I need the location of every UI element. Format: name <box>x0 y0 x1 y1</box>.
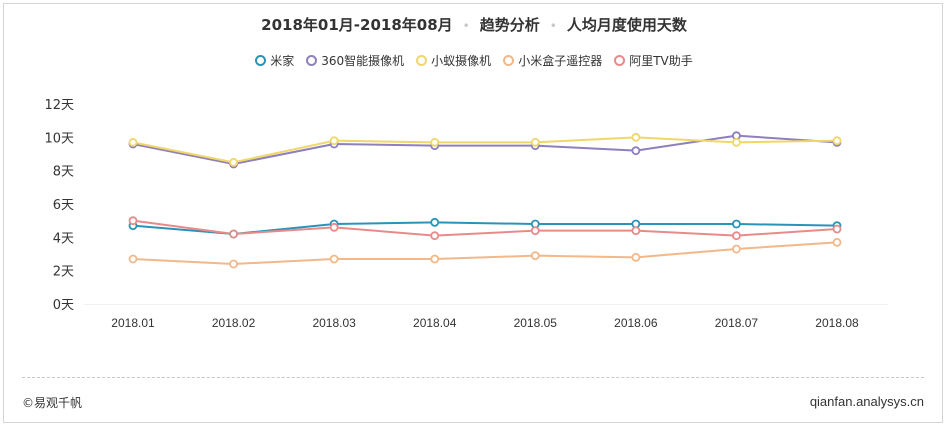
series-lines <box>132 134 838 265</box>
series-line-3 <box>132 241 838 265</box>
data-point-0-3[interactable] <box>430 217 440 227</box>
footer-copyright: ©易观千帆 <box>22 396 83 410</box>
title-date-range: 2018年01月-2018年08月 <box>261 16 453 34</box>
x-tick-label: 2018.03 <box>312 316 356 330</box>
legend-label: 阿里TV助手 <box>629 54 693 68</box>
x-tick-label: 2018.05 <box>514 316 558 330</box>
data-point-1-5[interactable] <box>631 146 641 156</box>
legend-marker-icon <box>306 55 318 66</box>
legend-item-0[interactable]: 米家 <box>255 52 294 69</box>
legend-label: 米家 <box>270 54 295 68</box>
data-point-4-4[interactable] <box>530 226 540 236</box>
legend-item-4[interactable]: 阿里TV助手 <box>614 52 693 69</box>
data-point-4-1[interactable] <box>229 229 238 239</box>
data-point-4-2[interactable] <box>329 222 339 232</box>
x-tick-label: 2018.04 <box>413 316 457 330</box>
data-point-3-4[interactable] <box>530 251 540 261</box>
legend-label: 小蚁摄像机 <box>431 54 492 68</box>
data-point-2-7[interactable] <box>832 136 842 146</box>
series-line-4 <box>132 219 838 237</box>
legend-item-2[interactable]: 小蚁摄像机 <box>416 52 491 69</box>
legend-marker-icon <box>614 55 626 66</box>
title-analysis: 趋势分析 <box>479 16 540 34</box>
legend-item-3[interactable]: 小米盒子遥控器 <box>503 52 602 69</box>
series-line-1 <box>132 134 838 165</box>
y-tick-label: 12天 <box>44 98 74 113</box>
y-tick-label: 0天 <box>53 298 74 313</box>
y-tick-label: 8天 <box>53 165 74 180</box>
x-tick-label: 2018.08 <box>815 316 859 330</box>
chart-frame <box>3 3 943 423</box>
legend-label: 360智能摄像机 <box>321 54 405 68</box>
data-point-4-7[interactable] <box>832 224 842 234</box>
y-tick-label: 4天 <box>53 231 74 246</box>
title-metric: 人均月度使用天数 <box>566 16 687 34</box>
data-point-2-4[interactable] <box>530 137 540 147</box>
data-point-0-6[interactable] <box>732 219 741 229</box>
x-axis: 2018.01 2018.02 2018.03 2018.04 2018.05 2018.… <box>84 304 888 330</box>
x-tick-label: 2018.07 <box>715 316 759 330</box>
data-point-3-2[interactable] <box>329 254 339 264</box>
data-point-3-1[interactable] <box>229 259 238 269</box>
x-tick-label: 2018.06 <box>614 316 658 330</box>
chart-legend: 米家 360智能摄像机 小蚁摄像机 小米盒子遥控器 阿里TV助手 <box>0 52 948 69</box>
chart-title: 2018年01月-2018年08月 • 趋势分析 • 人均月度使用天数 <box>0 14 948 35</box>
data-point-2-1[interactable] <box>229 157 238 167</box>
x-tick-label: 2018.02 <box>212 316 256 330</box>
y-tick-label: 2天 <box>53 265 74 280</box>
data-point-4-0[interactable] <box>128 216 138 226</box>
title-separator-1: • <box>462 19 470 33</box>
y-tick-label: 6天 <box>53 198 74 213</box>
footer-source-link[interactable]: qianfan.analysys.cn <box>809 394 924 409</box>
data-point-2-5[interactable] <box>631 132 641 142</box>
legend-marker-icon <box>503 55 515 66</box>
data-point-2-0[interactable] <box>128 137 138 147</box>
y-axis: 0天 2天 4天 6天 8天 10天 12天 <box>44 98 74 313</box>
series-line-2 <box>132 136 838 164</box>
data-point-3-3[interactable] <box>430 254 440 264</box>
legend-marker-icon <box>255 55 267 66</box>
y-tick-label: 10天 <box>44 131 74 146</box>
title-separator-2: • <box>549 19 557 33</box>
data-point-2-6[interactable] <box>732 137 741 147</box>
footer-divider <box>22 377 924 378</box>
legend-label: 小米盒子遥控器 <box>518 54 603 68</box>
series-points <box>128 131 842 269</box>
data-point-3-0[interactable] <box>128 254 138 264</box>
data-point-3-5[interactable] <box>631 252 641 262</box>
data-point-3-6[interactable] <box>732 244 741 254</box>
data-point-4-3[interactable] <box>430 231 440 241</box>
legend-item-1[interactable]: 360智能摄像机 <box>306 52 404 69</box>
x-tick-label: 2018.01 <box>111 316 155 330</box>
data-point-2-3[interactable] <box>430 137 440 147</box>
data-point-3-7[interactable] <box>832 237 842 247</box>
data-point-4-6[interactable] <box>732 231 741 241</box>
data-point-4-5[interactable] <box>631 226 641 236</box>
legend-marker-icon <box>416 55 428 66</box>
data-point-2-2[interactable] <box>329 136 339 146</box>
